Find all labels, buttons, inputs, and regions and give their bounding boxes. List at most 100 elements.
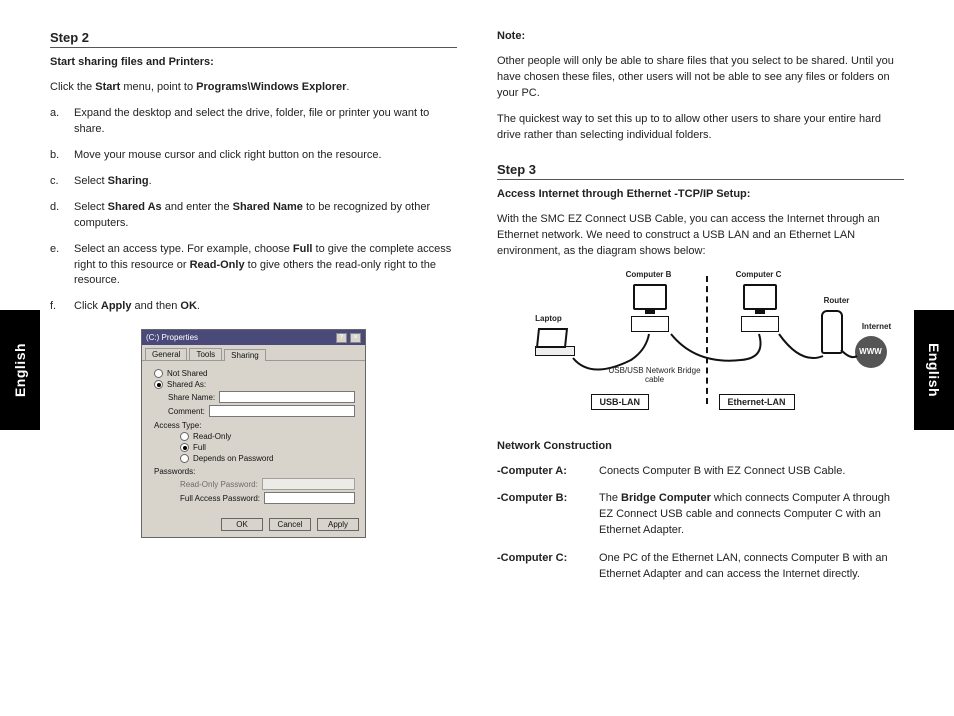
tab-tools[interactable]: Tools	[189, 348, 222, 360]
list-text: Select Sharing.	[74, 174, 457, 190]
side-tab-left: English	[0, 310, 40, 430]
left-page: Step 2 Start sharing files and Printers:…	[50, 30, 457, 696]
ok-button[interactable]: OK	[221, 518, 263, 531]
text-bold: Bridge Computer	[621, 492, 711, 504]
label-full-password: Full Access Password:	[180, 494, 260, 503]
def-desc: One PC of the Ethernet LAN, connects Com…	[599, 551, 904, 583]
divider-line	[706, 276, 708, 404]
label-read-only: Read-Only	[193, 432, 231, 441]
text: Click the	[50, 81, 95, 93]
text: .	[197, 300, 200, 312]
radio-icon[interactable]	[180, 454, 189, 463]
row-share-name: Share Name:	[168, 391, 355, 403]
def-term: -Computer B:	[497, 491, 589, 539]
label-share-name: Share Name:	[168, 393, 215, 402]
text: Select	[74, 201, 108, 213]
list-text: Select an access type. For example, choo…	[74, 242, 457, 290]
step2-subhead: Start sharing files and Printers:	[50, 56, 457, 68]
text: .	[149, 175, 152, 187]
def-desc: The Bridge Computer which connects Compu…	[599, 491, 904, 539]
def-term: -Computer A:	[497, 464, 589, 480]
list-text: Move your mouse cursor and click right b…	[74, 148, 457, 164]
ro-password-input	[262, 478, 355, 490]
radio-icon[interactable]	[180, 443, 189, 452]
radio-icon[interactable]	[154, 369, 163, 378]
network-construction-title: Network Construction	[497, 440, 904, 452]
label-shared-as: Shared As:	[167, 380, 206, 389]
text-bold: Start	[95, 81, 120, 93]
list-item: e. Select an access type. For example, c…	[50, 242, 457, 290]
row-shared-as: Shared As:	[154, 380, 355, 389]
def-term: -Computer C:	[497, 551, 589, 583]
list-text: Click Apply and then OK.	[74, 299, 457, 315]
label-access-type: Access Type:	[154, 421, 355, 430]
usb-lan-box: USB-LAN	[591, 394, 650, 410]
text-bold: OK	[180, 300, 197, 312]
step2-list: a. Expand the desktop and select the dri…	[50, 106, 457, 315]
side-tab-right: English	[914, 310, 954, 430]
text: and then	[131, 300, 180, 312]
dialog-title-text: (C:) Properties	[146, 333, 198, 342]
label-depends: Depends on Password	[193, 454, 274, 463]
tab-sharing[interactable]: Sharing	[224, 349, 266, 361]
share-name-input[interactable]	[219, 391, 355, 403]
tab-general[interactable]: General	[145, 348, 187, 360]
right-page: Note: Other people will only be able to …	[497, 30, 904, 696]
list-label: f.	[50, 299, 66, 315]
text: and enter the	[162, 201, 233, 213]
apply-button[interactable]: Apply	[317, 518, 359, 531]
text-bold: Read-Only	[190, 259, 245, 271]
text: Select	[74, 175, 108, 187]
text: Click	[74, 300, 101, 312]
list-label: c.	[50, 174, 66, 190]
dialog-window-buttons: ? ×	[335, 332, 361, 343]
dialog-titlebar: (C:) Properties ? ×	[142, 330, 365, 345]
text-bold: Shared As	[108, 201, 162, 213]
text-bold: Sharing	[108, 175, 149, 187]
cancel-button[interactable]: Cancel	[269, 518, 311, 531]
text: Select an access type. For example, choo…	[74, 243, 293, 255]
full-password-input[interactable]	[264, 492, 355, 504]
side-tab-label: English	[926, 343, 942, 397]
close-icon[interactable]: ×	[350, 333, 361, 343]
side-tab-label: English	[12, 343, 28, 397]
properties-dialog: (C:) Properties ? × General Tools Sharin…	[141, 329, 366, 538]
def-row: -Computer B: The Bridge Computer which c…	[497, 491, 904, 539]
definitions: -Computer A: Conects Computer B with EZ …	[497, 464, 904, 584]
step3-intro: With the SMC EZ Connect USB Cable, you c…	[497, 212, 904, 260]
step2-intro: Click the Start menu, point to Programs\…	[50, 80, 457, 96]
label-ro-password: Read-Only Password:	[180, 480, 258, 489]
radio-icon[interactable]	[154, 380, 163, 389]
row-ro-password: Read-Only Password:	[180, 478, 355, 490]
text: .	[346, 81, 349, 93]
list-label: b.	[50, 148, 66, 164]
dialog-body: Not Shared Shared As: Share Name: Commen…	[142, 361, 365, 512]
note-p2: The quickest way to set this up to to al…	[497, 112, 904, 144]
row-not-shared: Not Shared	[154, 369, 355, 378]
network-diagram: Computer B Computer C Laptop Router Inte…	[511, 270, 891, 430]
step3-title: Step 3	[497, 162, 904, 180]
def-row: -Computer A: Conects Computer B with EZ …	[497, 464, 904, 480]
def-row: -Computer C: One PC of the Ethernet LAN,…	[497, 551, 904, 583]
text-bold: Full	[293, 243, 313, 255]
text-bold: Programs\Windows Explorer	[196, 81, 346, 93]
list-item: d. Select Shared As and enter the Shared…	[50, 200, 457, 232]
dialog-footer: OK Cancel Apply	[142, 512, 365, 537]
list-label: d.	[50, 200, 66, 232]
step2-title: Step 2	[50, 30, 457, 48]
ethernet-lan-box: Ethernet-LAN	[719, 394, 795, 410]
label-not-shared: Not Shared	[167, 369, 207, 378]
step3-subhead: Access Internet through Ethernet -TCP/IP…	[497, 188, 904, 200]
radio-icon[interactable]	[180, 432, 189, 441]
def-desc: Conects Computer B with EZ Connect USB C…	[599, 464, 904, 480]
list-label: a.	[50, 106, 66, 138]
text-bold: Shared Name	[233, 201, 303, 213]
text-bold: Apply	[101, 300, 132, 312]
list-item: f. Click Apply and then OK.	[50, 299, 457, 315]
row-full: Full	[180, 443, 355, 452]
row-read-only: Read-Only	[180, 432, 355, 441]
note-title: Note:	[497, 30, 904, 42]
help-icon[interactable]: ?	[336, 333, 347, 343]
comment-input[interactable]	[209, 405, 355, 417]
list-item: c. Select Sharing.	[50, 174, 457, 190]
